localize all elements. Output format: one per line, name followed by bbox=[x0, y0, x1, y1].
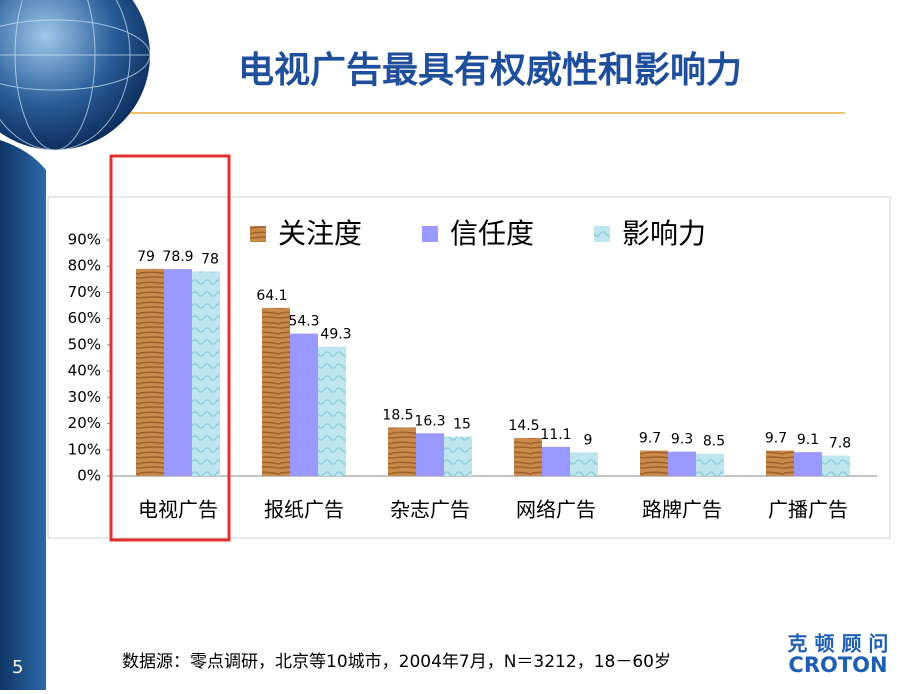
bar bbox=[318, 346, 346, 476]
bar bbox=[388, 427, 416, 476]
value-label: 18.5 bbox=[382, 407, 413, 423]
value-label: 8.5 bbox=[703, 434, 725, 450]
y-tick-label: 90% bbox=[68, 231, 101, 249]
y-tick-label: 60% bbox=[68, 309, 101, 327]
source-note: 数据源：零点调研，北京等10城市，2004年7月，N＝3212，18－60岁 bbox=[122, 652, 671, 672]
x-tick-label: 杂志广告 bbox=[390, 498, 470, 522]
page-number: 5 bbox=[12, 657, 23, 678]
bar bbox=[668, 451, 696, 476]
logo-english: CROTON bbox=[788, 653, 887, 677]
value-label: 78 bbox=[201, 251, 219, 267]
value-label: 79 bbox=[137, 249, 155, 265]
bar bbox=[262, 307, 290, 476]
bar bbox=[290, 333, 318, 476]
y-tick-label: 70% bbox=[68, 283, 101, 301]
value-label: 9.3 bbox=[671, 432, 693, 448]
value-label: 16.3 bbox=[414, 413, 445, 429]
highlight-box bbox=[109, 154, 231, 542]
bar bbox=[640, 450, 668, 476]
value-label: 54.3 bbox=[288, 314, 319, 330]
y-tick-label: 40% bbox=[68, 362, 101, 380]
value-label: 9.7 bbox=[765, 431, 787, 447]
y-tick-label: 30% bbox=[68, 388, 101, 406]
x-tick-label: 网络广告 bbox=[516, 498, 596, 522]
legend-swatch bbox=[594, 226, 610, 242]
value-label: 49.3 bbox=[320, 327, 351, 343]
value-label: 78.9 bbox=[162, 249, 193, 265]
legend-swatch bbox=[422, 226, 438, 242]
legend-label: 信任度 bbox=[450, 217, 534, 250]
x-tick-label: 报纸广告 bbox=[264, 498, 344, 522]
y-tick-label: 50% bbox=[68, 335, 101, 353]
bar bbox=[766, 450, 794, 476]
legend-label: 关注度 bbox=[278, 217, 362, 250]
globe-lines bbox=[0, 0, 151, 151]
bar bbox=[514, 437, 542, 476]
y-tick-label: 80% bbox=[68, 257, 101, 275]
bar bbox=[416, 433, 444, 476]
bar bbox=[542, 446, 570, 476]
side-strip bbox=[0, 140, 46, 690]
value-label: 9.7 bbox=[639, 431, 661, 447]
y-tick-label: 20% bbox=[68, 414, 101, 432]
bar bbox=[164, 269, 192, 476]
bar bbox=[822, 455, 850, 476]
value-label: 7.8 bbox=[829, 436, 851, 452]
bar bbox=[136, 268, 164, 476]
legend-swatch bbox=[250, 226, 266, 242]
y-tick-label: 10% bbox=[68, 440, 101, 458]
x-tick-label: 电视广告 bbox=[138, 498, 218, 522]
value-label: 9.1 bbox=[797, 432, 819, 448]
bar bbox=[192, 271, 220, 476]
slide-title: 电视广告最具有权威性和影响力 bbox=[238, 50, 742, 91]
x-tick-label: 路牌广告 bbox=[642, 498, 722, 522]
globe bbox=[0, 0, 150, 150]
x-tick-label: 广播广告 bbox=[768, 498, 848, 522]
value-label: 11.1 bbox=[540, 427, 571, 443]
bar bbox=[444, 436, 472, 476]
value-label: 14.5 bbox=[508, 418, 539, 434]
plot: 0% 10% 20% 30% 40% 50% 60% 70% 80% 90% 关注度 信任度 影响力电视… bbox=[68, 217, 877, 522]
bar bbox=[794, 452, 822, 476]
legend-label: 影响力 bbox=[622, 217, 706, 250]
bar bbox=[696, 453, 724, 476]
value-label: 9 bbox=[584, 432, 593, 448]
logo-chinese: 克 顿 顾 问 bbox=[788, 632, 889, 656]
value-label: 64.1 bbox=[256, 288, 287, 304]
y-tick-label: 0% bbox=[77, 467, 101, 485]
bar bbox=[570, 452, 598, 476]
value-label: 15 bbox=[453, 417, 471, 433]
